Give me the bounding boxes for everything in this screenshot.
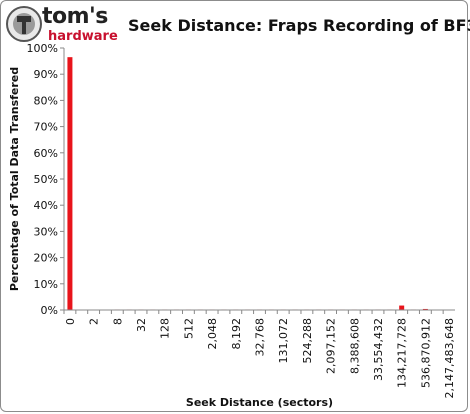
logo-sub-text: hardware bbox=[48, 29, 118, 44]
x-tick-label: 8,388,608 bbox=[348, 318, 361, 374]
x-tick-label: 33,554,432 bbox=[372, 318, 385, 381]
y-tick-label: 30% bbox=[34, 225, 58, 238]
x-tick-label: 0 bbox=[64, 318, 77, 325]
y-tick-label: 40% bbox=[34, 199, 58, 212]
toms-hardware-logo: tom's hardware bbox=[4, 4, 118, 48]
x-axis-title: Seek Distance (sectors) bbox=[186, 396, 333, 409]
bar-536870912 bbox=[422, 308, 428, 310]
bar-0 bbox=[67, 57, 73, 310]
x-tick-label: 128 bbox=[159, 318, 172, 339]
y-tick-label: 0% bbox=[41, 304, 58, 317]
logo-brand-text: tom's bbox=[42, 4, 108, 29]
x-tick-label: 2,097,152 bbox=[325, 318, 338, 374]
x-tick-label: 2,048 bbox=[206, 318, 219, 350]
bar-134217728 bbox=[399, 305, 405, 310]
y-tick-label: 50% bbox=[34, 173, 58, 186]
x-tick-label: 512 bbox=[182, 318, 195, 339]
x-tick-label: 32 bbox=[135, 318, 148, 332]
x-tick-label: 536,870,912 bbox=[419, 318, 432, 388]
y-tick-label: 10% bbox=[34, 278, 58, 291]
x-tick-label: 131,072 bbox=[277, 318, 290, 364]
hammer-logo-icon bbox=[6, 6, 42, 42]
x-tick-label: 8,192 bbox=[230, 318, 243, 350]
y-tick-label: 90% bbox=[34, 68, 58, 81]
y-axis-title: Percentage of Total Data Transfered bbox=[8, 67, 21, 291]
y-tick-label: 70% bbox=[34, 121, 58, 134]
x-tick-label: 8 bbox=[111, 318, 124, 325]
x-tick-label: 32,768 bbox=[254, 318, 267, 357]
y-tick-label: 80% bbox=[34, 94, 58, 107]
chart-title: Seek Distance: Fraps Recording of BF3 bbox=[128, 16, 470, 35]
y-tick-label: 20% bbox=[34, 252, 58, 265]
y-tick-label: 60% bbox=[34, 147, 58, 160]
x-tick-label: 2,147,483,648 bbox=[443, 318, 456, 398]
x-tick-label: 2 bbox=[88, 318, 101, 325]
x-tick-label: 134,217,728 bbox=[396, 318, 409, 388]
y-tick-label: 100% bbox=[27, 42, 58, 55]
x-tick-label: 524,288 bbox=[301, 318, 314, 364]
